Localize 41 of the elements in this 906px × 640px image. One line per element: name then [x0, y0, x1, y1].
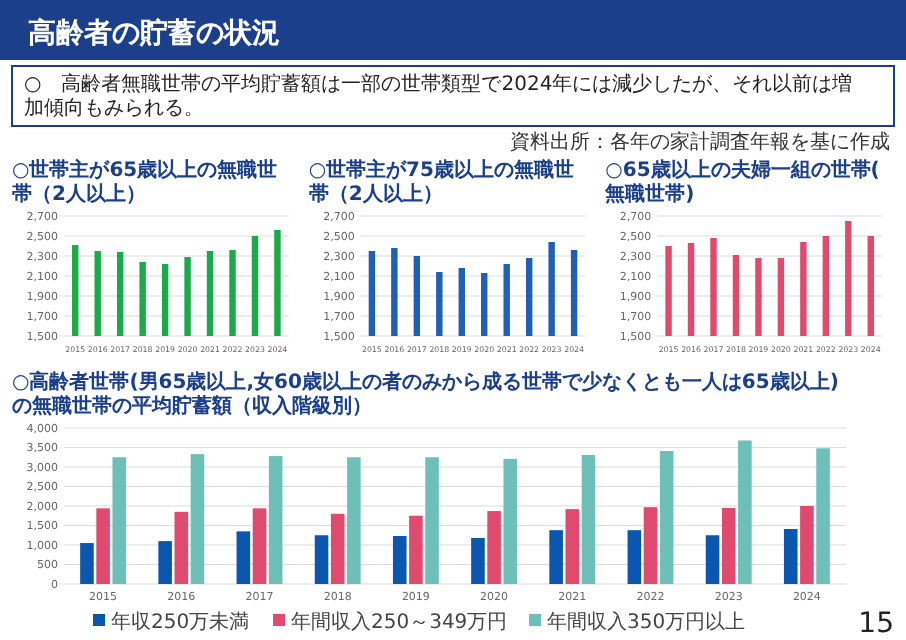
bar	[190, 454, 205, 584]
bar	[816, 448, 830, 584]
legend-label: 年間収入250～349万円	[291, 610, 508, 634]
text: 資料出所：各年の家計調査年報を基に作成	[510, 130, 890, 154]
bar	[174, 511, 189, 584]
bar	[268, 456, 283, 584]
bar	[549, 530, 563, 584]
bar	[392, 536, 407, 584]
bar	[800, 506, 814, 584]
bar	[581, 454, 596, 584]
chart-title: ○高齢者世帯(男65歳以上,女60歳以上の者のみから成る世帯で少なくとも一人は65歳以上)の無職世帯の平均貯蓄額（収入階級別）	[12, 370, 839, 418]
chart-title: ○65歳以上の夫婦一組の世帯(無職世帯)	[603, 158, 880, 206]
bar	[112, 457, 127, 584]
chart-title: ○世帯主が75歳以上の無職世帯（2人以上）	[308, 158, 574, 206]
legend-label: 年間収入350万円以上	[547, 610, 746, 634]
bar	[565, 509, 580, 584]
bar	[80, 543, 94, 584]
bar	[705, 535, 720, 584]
bar	[330, 513, 345, 584]
bar	[409, 515, 423, 584]
bar	[738, 440, 752, 584]
text: 高齢者の貯蓄の状況	[28, 16, 280, 50]
bar	[487, 511, 501, 584]
text: 15	[858, 608, 894, 640]
chart-title: ○世帯主が65歳以上の無職世帯（2人以上）	[12, 158, 278, 206]
bar	[425, 457, 439, 584]
bar	[347, 457, 361, 584]
bar	[721, 507, 736, 584]
bar	[158, 541, 172, 584]
bar	[252, 508, 267, 584]
bar	[96, 508, 110, 584]
legend-label: 年収250万未満	[111, 610, 250, 634]
bar	[471, 537, 485, 584]
bar	[503, 458, 518, 584]
bar	[659, 451, 674, 584]
bar	[627, 530, 642, 584]
bar	[314, 535, 329, 584]
bar	[783, 529, 798, 584]
bar	[643, 507, 658, 584]
bar	[236, 531, 251, 584]
text: ○ 高齢者無職世帯の平均貯蓄額は一部の世帯類型で2024年には減少したが、それ以前は増加傾向もみられる。	[24, 72, 853, 120]
